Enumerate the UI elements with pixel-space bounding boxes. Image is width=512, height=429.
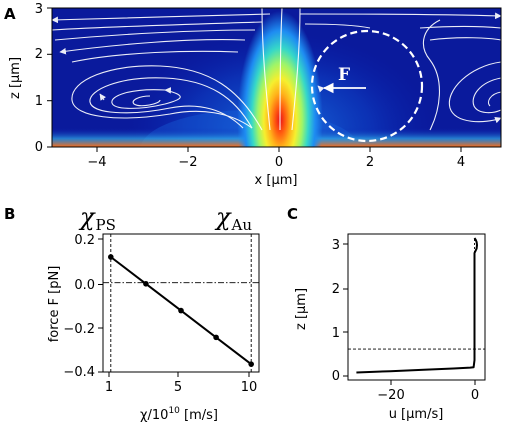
chi-ps-symbol: χ — [78, 203, 96, 231]
panel-a-xtick-label: 2 — [366, 155, 374, 170]
panel-a-letter: A — [4, 5, 16, 23]
panel-a-ylabel: z [µm] — [8, 57, 23, 99]
panel-c-xlabel: u [µm/s] — [389, 407, 444, 422]
panel-b-yticks: 0.2 0.0 −0.2 −0.4 — [63, 233, 103, 380]
panel-a-xtick-label: 0 — [275, 155, 283, 170]
panel-b-xlabel-unit: [m/s] — [180, 408, 218, 423]
panel-b-letter: B — [4, 205, 15, 223]
panel-a-xtick-label: 4 — [457, 155, 465, 170]
panel-c-plot — [348, 237, 485, 374]
heatmap-hotspot — [52, 8, 501, 147]
panel-b-ytick-label: 0.2 — [74, 233, 95, 248]
panel-c-ytick-label: 2 — [332, 282, 340, 297]
force-label: F — [338, 65, 350, 85]
chi-au-label: χAu — [214, 203, 252, 234]
panel-c-ytick-label: 3 — [332, 238, 340, 253]
panel-c: C 0 1 2 3 −20 0 u [µm/s] z [µm] — [287, 205, 486, 422]
panel-c-xtick-label: −20 — [377, 388, 404, 403]
force-data-point — [178, 307, 184, 314]
panel-a-ytick-label: 1 — [35, 94, 43, 109]
panel-a-ytick-label: 2 — [35, 47, 43, 62]
panel-a-xtick-label: −4 — [87, 155, 106, 170]
force-data-point — [143, 280, 149, 287]
panel-b-xlabel-exponent: 10 — [168, 406, 180, 416]
sphere-outline — [310, 29, 424, 143]
panel-c-ytick-label: 0 — [332, 369, 340, 384]
panel-b-ylabel: force F [pN] — [47, 266, 62, 343]
panel-a: A — [4, 2, 502, 188]
panel-b-xticks: 1 5 10 — [105, 372, 257, 395]
velocity-profile-line — [356, 237, 478, 374]
panel-b-xtick-label: 5 — [174, 380, 182, 395]
panel-c-frame — [347, 233, 486, 381]
panel-b-ytick-label: 0.0 — [74, 278, 95, 293]
panel-a-ytick-label: 3 — [35, 2, 43, 17]
panel-a-xlabel: x [µm] — [255, 173, 298, 188]
chi-ps-subscript: PS — [96, 216, 116, 234]
panel-b-frame — [102, 233, 260, 373]
force-data-point — [213, 334, 219, 341]
panel-b-xlabel-main: χ/10 — [140, 408, 168, 423]
force-data-point — [248, 361, 254, 367]
panel-b-ytick-label: −0.4 — [63, 365, 95, 380]
panel-a-frame — [51, 7, 502, 148]
chi-ps-label: χPS — [78, 203, 116, 234]
heatmap-field: F — [52, 8, 501, 147]
panel-b-ytick-label: −0.2 — [63, 322, 95, 337]
panel-b-plot — [103, 234, 259, 372]
force-data-point — [108, 254, 114, 260]
panel-a-xticks: −4 −2 0 2 4 — [87, 147, 465, 170]
chi-au-subscript: Au — [231, 216, 253, 234]
panel-b-xtick-label: 10 — [241, 380, 258, 395]
panel-c-yticks: 0 1 2 3 — [332, 238, 348, 384]
panel-a-ytick-label: 0 — [35, 140, 43, 155]
panel-b-xlabel: χ/1010 [m/s] — [140, 406, 218, 423]
streamlines — [52, 8, 501, 131]
panel-a-yticks: 0 1 2 3 — [35, 2, 52, 155]
panel-a-xtick-label: −2 — [178, 155, 197, 170]
panel-b-xtick-label: 1 — [105, 380, 113, 395]
panel-c-ylabel: z [µm] — [294, 288, 309, 330]
panel-b: B χPS χAu 0.2 0.0 −0.2 −0.4 1 5 10 χ/101… — [4, 203, 260, 423]
panel-c-xticks: −20 0 — [377, 380, 479, 403]
panel-c-letter: C — [287, 205, 298, 223]
chi-au-symbol: χ — [214, 203, 232, 231]
panel-c-ytick-label: 1 — [332, 326, 340, 341]
panel-c-xtick-label: 0 — [471, 388, 479, 403]
